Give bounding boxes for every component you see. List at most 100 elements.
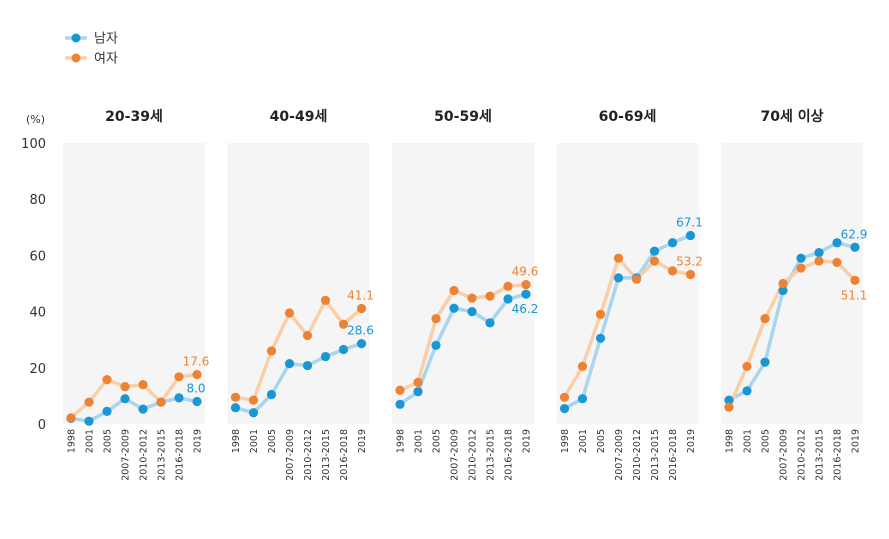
- x-tick-label: 2019: [851, 429, 862, 453]
- data-point: [778, 285, 788, 296]
- data-point: [84, 416, 94, 426]
- x-tick-label: 2010-2012: [632, 429, 643, 481]
- data-point: [102, 375, 112, 385]
- data-point: [431, 314, 441, 324]
- data-point: [284, 308, 295, 318]
- data-point: [559, 392, 570, 402]
- data-point: [832, 257, 842, 268]
- data-label: 62.9: [841, 227, 868, 241]
- data-point: [521, 280, 531, 290]
- legend-label: 여자: [94, 52, 118, 67]
- data-point: [503, 294, 513, 304]
- data-point: [356, 339, 367, 349]
- x-tick-label: 2007-2009: [285, 429, 296, 481]
- x-tick-label: 1998: [725, 429, 736, 453]
- data-point: [174, 372, 184, 382]
- panel-background: [556, 143, 699, 424]
- data-point: [467, 293, 477, 303]
- data-point: [230, 403, 241, 413]
- x-tick-label: 2005: [103, 429, 114, 453]
- legend-marker: [71, 53, 81, 63]
- data-point: [577, 394, 588, 404]
- data-point: [174, 393, 184, 403]
- data-point: [796, 253, 806, 263]
- x-tick-label: 1998: [560, 429, 571, 453]
- data-point: [192, 369, 202, 380]
- data-point: [320, 351, 331, 362]
- data-point: [724, 402, 734, 412]
- data-point: [120, 394, 130, 404]
- x-tick-label: 2019: [686, 429, 697, 453]
- data-point: [230, 392, 241, 402]
- panel-background: [392, 143, 534, 424]
- data-label: 8.0: [186, 382, 205, 396]
- x-tick-label: 2010-2012: [797, 429, 808, 481]
- x-tick-label: 2005: [267, 429, 278, 453]
- data-point: [413, 377, 423, 388]
- x-tick-label: 2016-2018: [668, 429, 679, 481]
- x-tick-label: 2010-2012: [139, 429, 150, 481]
- data-point: [814, 247, 824, 258]
- x-tick-label: 2016-2018: [833, 429, 844, 481]
- x-tick-label: 2016-2018: [504, 429, 515, 481]
- legend-label: 남자: [94, 32, 118, 47]
- y-tick-label: 80: [29, 193, 46, 208]
- legend-item: 여자: [65, 52, 118, 67]
- data-point: [667, 266, 678, 276]
- data-point: [266, 389, 277, 400]
- panel: 50-59세 1998 2001 2005 2007-2009 2010-2012 2013…: [392, 109, 538, 481]
- data-point: [413, 387, 423, 397]
- data-point: [742, 361, 752, 371]
- x-tick-label: 2019: [357, 429, 368, 453]
- y-axis-unit: (%): [26, 113, 45, 126]
- data-point: [778, 278, 788, 289]
- data-label: 46.2: [512, 302, 539, 316]
- legend-item: 남자: [65, 32, 118, 47]
- x-tick-label: 2013-2015: [815, 429, 826, 481]
- data-point: [284, 358, 295, 369]
- data-point: [850, 275, 860, 286]
- panel-title: 60-69세: [599, 109, 657, 125]
- data-point: [832, 238, 842, 248]
- data-point: [485, 318, 495, 328]
- data-point: [449, 285, 459, 296]
- x-tick-label: 2001: [249, 429, 260, 453]
- data-point: [559, 403, 570, 414]
- data-label: 53.2: [676, 255, 703, 269]
- panel-background: [227, 143, 370, 424]
- data-point: [667, 238, 678, 248]
- data-point: [595, 309, 606, 320]
- data-point: [685, 230, 696, 241]
- x-tick-label: 2016-2018: [339, 429, 350, 481]
- x-tick-label: 2001: [414, 429, 425, 453]
- x-tick-label: 1998: [67, 429, 78, 453]
- x-tick-label: 2019: [522, 429, 533, 453]
- data-point: [138, 404, 148, 414]
- data-label: 49.6: [512, 265, 539, 279]
- data-point: [156, 397, 166, 407]
- data-point: [649, 246, 660, 256]
- x-tick-label: 2001: [578, 429, 589, 453]
- data-label: 41.1: [347, 289, 374, 303]
- data-point: [649, 256, 660, 266]
- data-point: [338, 319, 349, 329]
- data-label: 17.6: [183, 355, 210, 369]
- x-tick-label: 2001: [85, 429, 96, 453]
- y-tick-label: 40: [29, 306, 46, 321]
- data-point: [685, 269, 696, 280]
- data-point: [503, 281, 513, 291]
- x-tick-label: 2007-2009: [614, 429, 625, 481]
- data-point: [521, 289, 531, 299]
- panel: 20-39세 1998 2001 2005 2007-2009 2010-2012 2013…: [63, 109, 209, 481]
- series-line: [233, 298, 364, 402]
- data-point: [613, 253, 624, 263]
- data-point: [760, 357, 770, 367]
- data-point: [302, 330, 313, 341]
- data-point: [485, 291, 495, 301]
- y-tick-label: 100: [21, 137, 46, 152]
- data-point: [192, 396, 202, 407]
- x-tick-label: 2013-2015: [321, 429, 332, 481]
- x-tick-label: 2010-2012: [468, 429, 479, 481]
- data-point: [338, 344, 349, 355]
- data-label: 67.1: [676, 215, 703, 229]
